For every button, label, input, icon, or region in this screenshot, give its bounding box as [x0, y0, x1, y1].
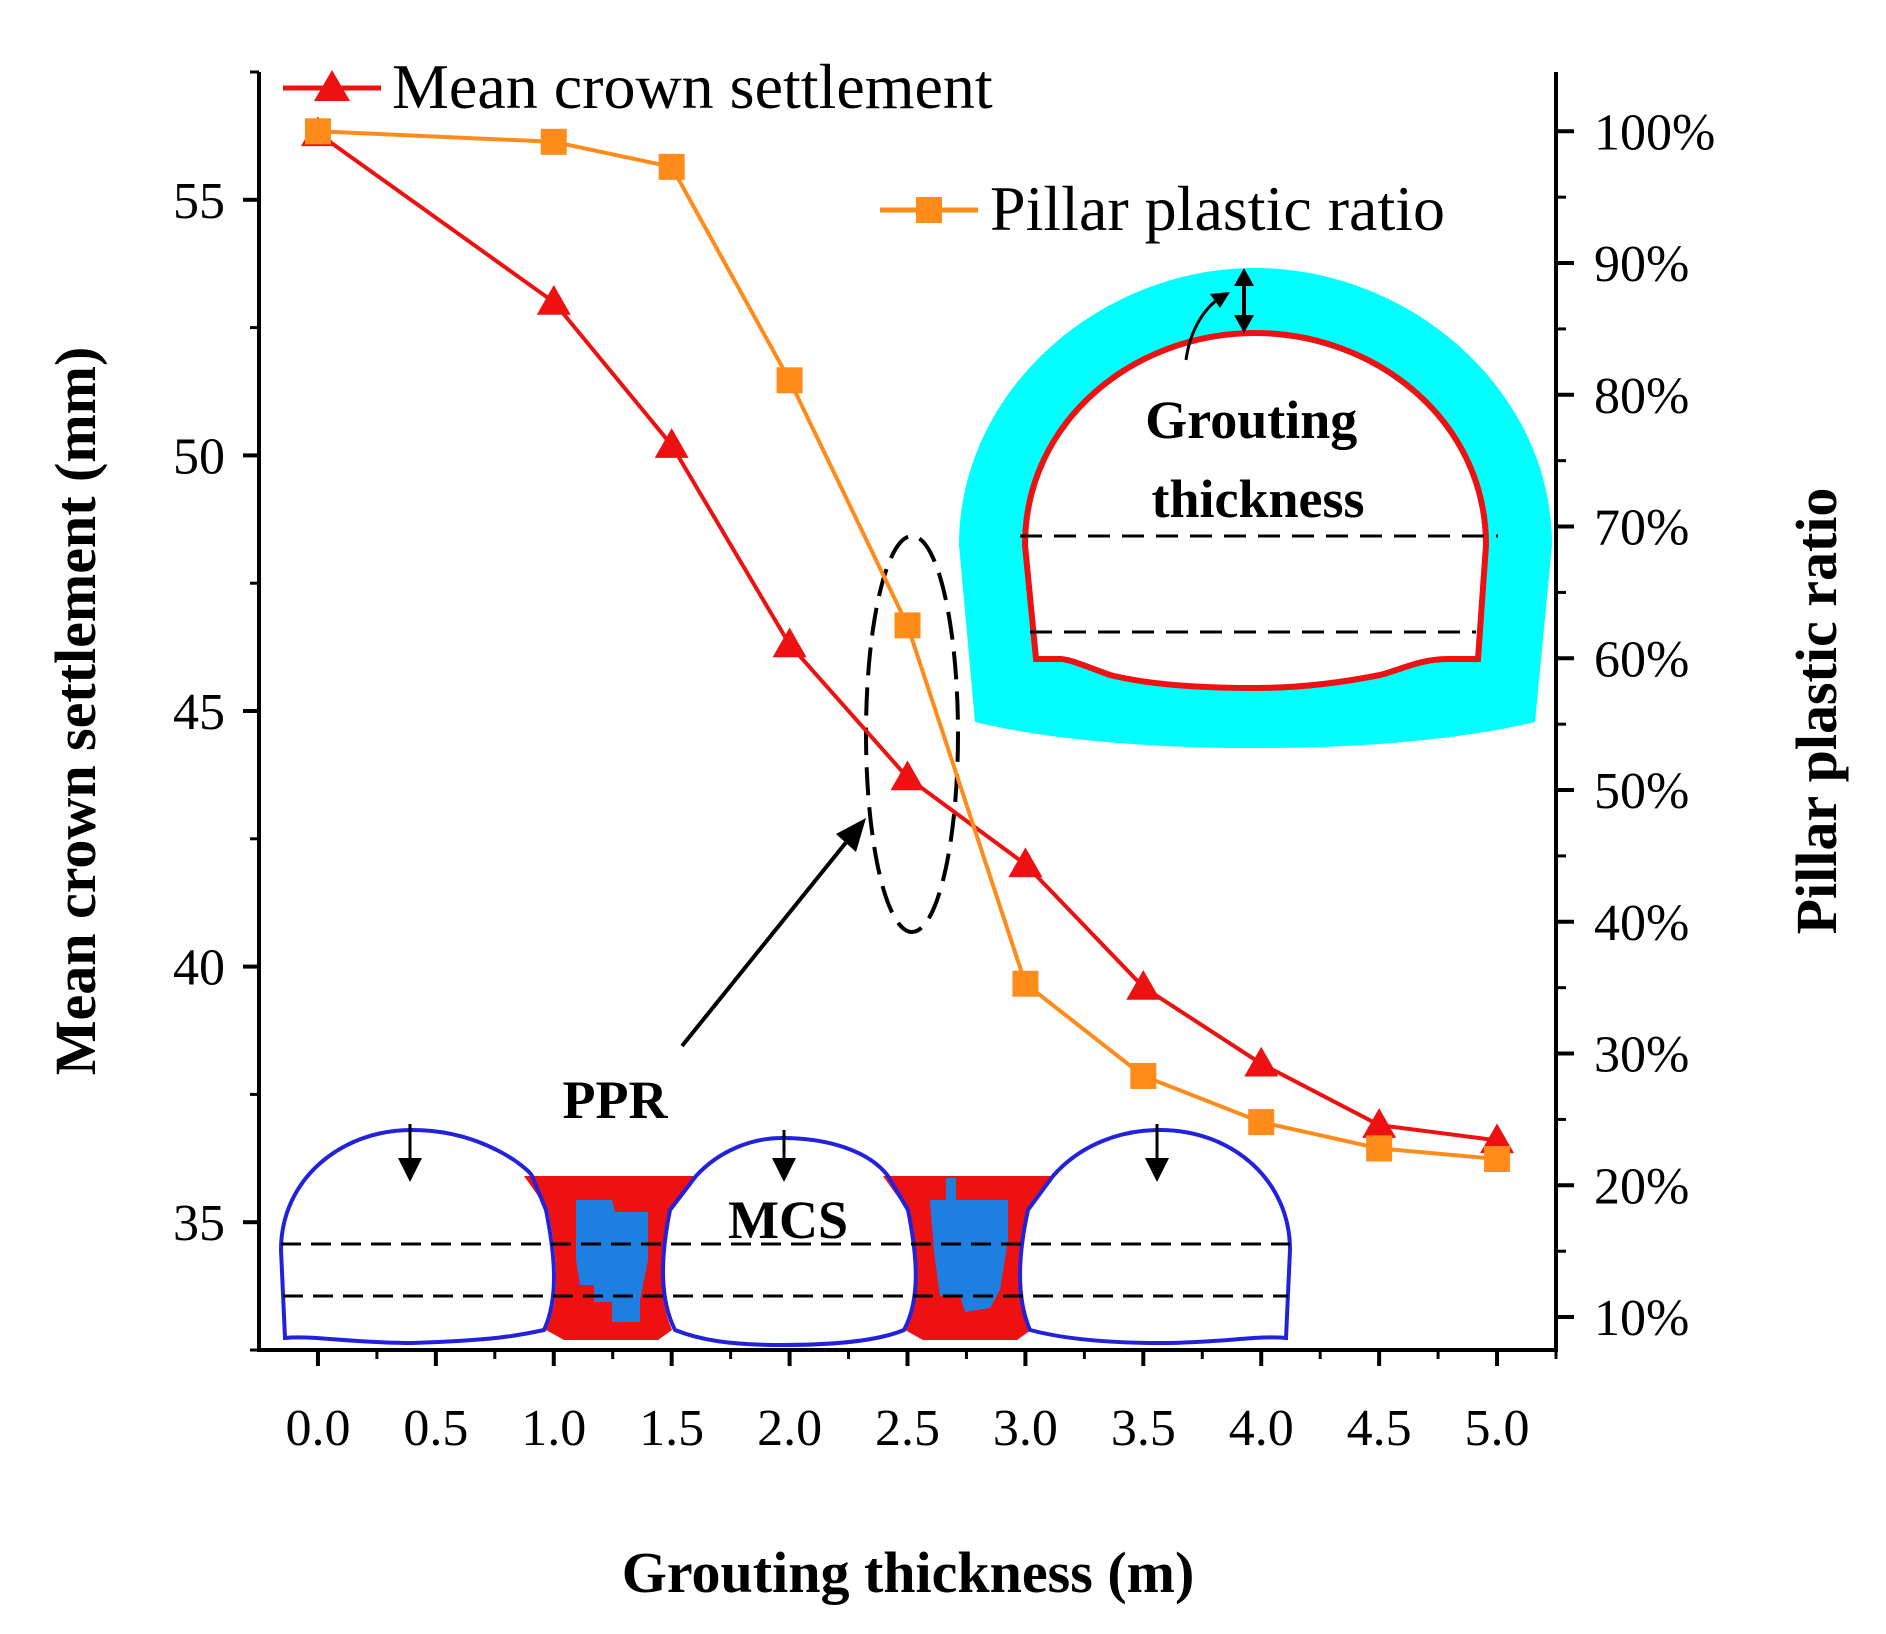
legend-item-mcs: Mean crown settlement	[283, 51, 993, 122]
y-right-tick-label: 100%	[1594, 104, 1715, 161]
ppr-annotation: PPR	[563, 534, 960, 1130]
data-point-mean-crown-settlement	[772, 627, 807, 658]
mcs-label: MCS	[728, 1190, 848, 1250]
data-point-mean-crown-settlement	[1362, 1108, 1397, 1138]
y-right-ticks: 10% 20% 30% 40% 50% 60% 70% 80% 90% 100%	[1556, 104, 1715, 1347]
x-tick-label: 2.0	[757, 1400, 822, 1457]
thickness-arrow-down-icon	[1234, 315, 1254, 333]
x-tick-label: 1.5	[639, 1400, 704, 1457]
y-right-tick-label: 80%	[1594, 368, 1689, 425]
y-right-tick-label: 20%	[1594, 1158, 1689, 1215]
data-point-mean-crown-settlement	[890, 760, 925, 791]
data-point-pillar-plastic-ratio	[894, 612, 921, 639]
settlement-arrow-icon	[1145, 1124, 1169, 1182]
data-point-pillar-plastic-ratio	[1484, 1145, 1511, 1172]
y-right-tick-label: 90%	[1594, 236, 1689, 293]
grouting-thickness-label: Grouting thickness	[1145, 390, 1371, 529]
y-left-tick-label: 55	[173, 173, 225, 230]
series-line-pillar-plastic-ratio	[317, 129, 1498, 1161]
ppr-label: PPR	[563, 1070, 669, 1130]
data-point-mean-crown-settlement	[654, 428, 689, 458]
legend-item-ppr: Pillar plastic ratio	[880, 173, 1445, 244]
x-tick-label: 2.5	[875, 1400, 940, 1457]
x-tick-label: 3.5	[1111, 1400, 1176, 1457]
callout-arrow-head-icon	[1210, 292, 1230, 308]
y-right-tick-label: 10%	[1594, 1290, 1689, 1347]
pillar-elastic-core	[930, 1178, 1008, 1312]
thickness-arrow-up-icon	[1234, 268, 1254, 286]
settlement-arrow-icon	[772, 1130, 796, 1182]
data-point-pillar-plastic-ratio	[658, 153, 685, 180]
tunnel-pillar-inset: MCS	[278, 1124, 1293, 1348]
data-point-pillar-plastic-ratio	[776, 367, 803, 394]
series-line-mean-crown-settlement	[316, 131, 1498, 1143]
y-left-ticks: 35 40 45 50 55	[173, 70, 259, 1352]
x-tick-label: 4.5	[1347, 1400, 1412, 1457]
ppr-arrow-line	[680, 838, 850, 1048]
x-tick-label: 3.0	[993, 1400, 1058, 1457]
legend-triangle-icon	[314, 70, 350, 101]
x-axis-title: Grouting thickness (m)	[622, 1540, 1195, 1605]
legend-square-icon	[916, 197, 942, 223]
legend: Mean crown settlement Pillar plastic rat…	[283, 51, 1445, 244]
data-point-pillar-plastic-ratio	[304, 118, 331, 145]
y-right-tick-label: 30%	[1594, 1027, 1689, 1084]
y-left-tick-label: 35	[173, 1195, 225, 1252]
y-right-axis-title: Pillar plastic ratio	[1784, 488, 1849, 935]
data-point-mean-crown-settlement	[1480, 1123, 1515, 1154]
data-point-mean-crown-settlement	[536, 285, 571, 315]
x-tick-label: 0.0	[285, 1400, 350, 1457]
y-right-tick-label: 70%	[1594, 500, 1689, 557]
x-ticks: 0.0 0.5 1.0 1.5 2.0 2.5 3.0 3.5 4.0 4.5 5.0	[285, 1350, 1558, 1457]
data-point-pillar-plastic-ratio	[1366, 1135, 1393, 1162]
tunnel-outline	[278, 1127, 556, 1346]
legend-label-ppr: Pillar plastic ratio	[990, 173, 1445, 244]
pillar-elastic-core	[576, 1200, 648, 1322]
y-right-tick-label: 40%	[1594, 895, 1689, 952]
data-point-pillar-plastic-ratio	[1012, 970, 1039, 997]
data-point-mean-crown-settlement	[1126, 970, 1161, 1000]
data-point-pillar-plastic-ratio	[540, 128, 567, 155]
data-point-mean-crown-settlement	[1244, 1046, 1279, 1077]
highlight-ellipse	[864, 534, 960, 934]
y-right-tick-label: 60%	[1594, 631, 1689, 688]
tunnel-outline	[1018, 1127, 1293, 1346]
ppr-arrow-head-icon	[836, 818, 866, 852]
data-point-pillar-plastic-ratio	[1248, 1109, 1275, 1136]
tunnel-outline	[661, 1135, 918, 1348]
tunnel-lining	[1021, 329, 1490, 692]
y-left-axis-title: Mean crown settlement (mm)	[43, 347, 108, 1076]
data-point-mean-crown-settlement	[1008, 847, 1043, 878]
x-tick-label: 4.0	[1229, 1400, 1294, 1457]
x-tick-label: 5.0	[1465, 1400, 1530, 1457]
legend-label-mcs: Mean crown settlement	[392, 51, 993, 122]
settlement-arrow-icon	[398, 1124, 422, 1182]
y-left-tick-label: 40	[173, 940, 225, 997]
y-left-tick-label: 50	[173, 428, 225, 485]
y-right-tick-label: 50%	[1594, 763, 1689, 820]
series-layer	[300, 116, 1515, 1172]
y-left-tick-label: 45	[173, 684, 225, 741]
x-tick-label: 1.0	[521, 1400, 586, 1457]
x-tick-label: 0.5	[403, 1400, 468, 1457]
tunnel-cross-section-inset: Grouting thickness	[959, 268, 1552, 748]
data-point-pillar-plastic-ratio	[1130, 1062, 1157, 1089]
